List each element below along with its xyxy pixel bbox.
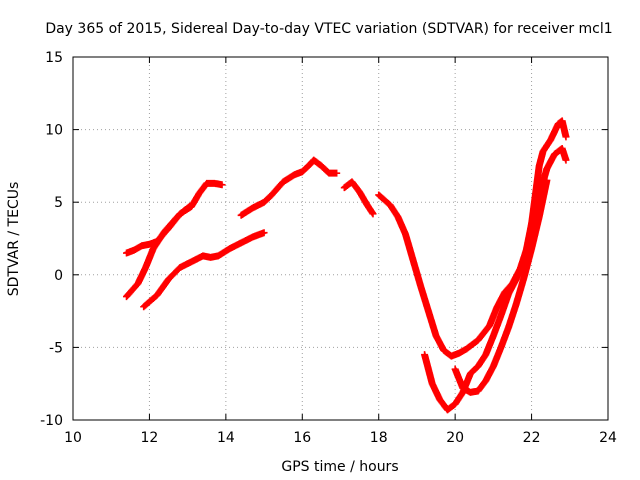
series-arc-3 [140, 229, 268, 311]
x-tick-label: 24 [599, 430, 617, 446]
y-tick-label: -5 [49, 340, 63, 356]
series-arc-8 [451, 176, 551, 396]
series-arc-5 [340, 178, 377, 218]
series-arc-4 [237, 156, 341, 219]
y-tick-label: 0 [54, 268, 63, 284]
axis-ticks [72, 56, 609, 421]
y-tick-label: 15 [45, 50, 63, 66]
series-arc-6 [375, 117, 570, 360]
series-marks [140, 229, 268, 311]
grid [73, 57, 608, 420]
y-tick-labels: -10 -5 0 5 10 15 [40, 50, 63, 429]
x-axis-label: GPS time / hours [281, 459, 398, 475]
series-layer [123, 117, 570, 414]
series-marks [375, 117, 570, 360]
plot-frame [72, 56, 609, 421]
x-tick-labels: 10 12 14 16 18 20 22 24 [64, 430, 617, 446]
y-tick-label: 5 [54, 195, 63, 211]
series-marks [421, 144, 570, 414]
series-marks [451, 176, 551, 396]
y-axis-label: SDTVAR / TECUs [6, 182, 22, 297]
y-tick-label: 10 [45, 123, 63, 139]
x-tick-label: 20 [446, 430, 464, 446]
series-marks [123, 201, 195, 301]
series-arc-7 [421, 144, 570, 414]
chart-title: Day 365 of 2015, Sidereal Day-to-day VTE… [45, 21, 612, 37]
x-tick-label: 14 [217, 430, 235, 446]
x-tick-label: 22 [523, 430, 541, 446]
series-arc-2 [123, 201, 195, 301]
series-marks [340, 178, 377, 218]
x-tick-label: 16 [293, 430, 311, 446]
x-tick-label: 10 [64, 430, 82, 446]
x-tick-label: 18 [370, 430, 388, 446]
x-tick-label: 12 [141, 430, 159, 446]
y-tick-label: -10 [40, 413, 63, 429]
series-marks [237, 156, 341, 219]
